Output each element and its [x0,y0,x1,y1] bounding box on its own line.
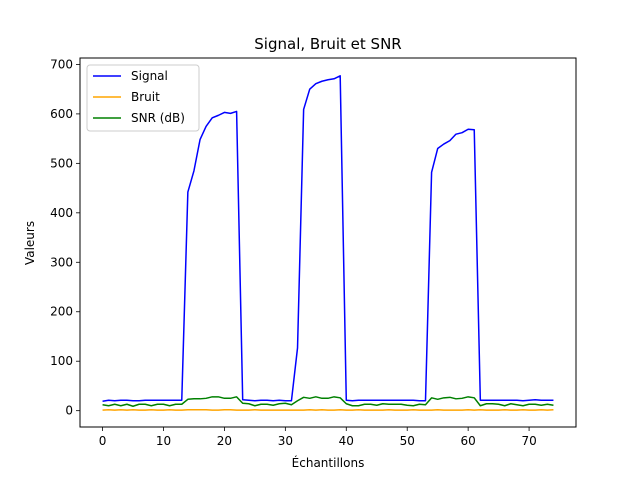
y-tick-label: 200 [50,305,73,319]
y-tick-label: 500 [50,156,73,170]
legend-box [86,64,200,132]
legend-entries: Signal Bruit SNR (dB) [93,69,185,125]
y-tick-label: 600 [50,107,73,121]
x-tick-label: 50 [400,434,415,448]
legend-label-1: Signal [131,69,168,83]
y-tick-label: 300 [50,255,73,269]
x-tick-label: 60 [461,434,476,448]
x-tick-label: 0 [99,434,107,448]
x-tick-label: 20 [217,434,232,448]
series-layer [102,75,554,411]
y-tick-label: 700 [50,57,73,71]
series-line-1 [102,75,554,403]
y-tick-label: 400 [50,206,73,220]
series-line-3 [102,396,554,407]
x-axis-ticks: 0 10 20 30 40 50 60 70 [99,427,537,448]
legend-label-3: SNR (dB) [131,111,185,125]
x-tick-label: 30 [278,434,293,448]
y-axis-label: Valeurs [23,221,37,265]
y-tick-label: 100 [50,354,73,368]
x-tick-label: 40 [339,434,354,448]
y-axis-ticks: 0 100 200 300 400 500 600 700 [50,57,80,418]
legend: Signal Bruit SNR (dB) [86,64,200,132]
plot-frame [79,57,577,428]
x-tick-label: 70 [521,434,536,448]
chart-title: Signal, Bruit et SNR [254,35,401,53]
x-tick-label: 10 [156,434,171,448]
legend-label-2: Bruit [131,90,160,104]
y-tick-label: 0 [65,404,73,418]
x-axis-label: Échantillons [292,455,365,470]
